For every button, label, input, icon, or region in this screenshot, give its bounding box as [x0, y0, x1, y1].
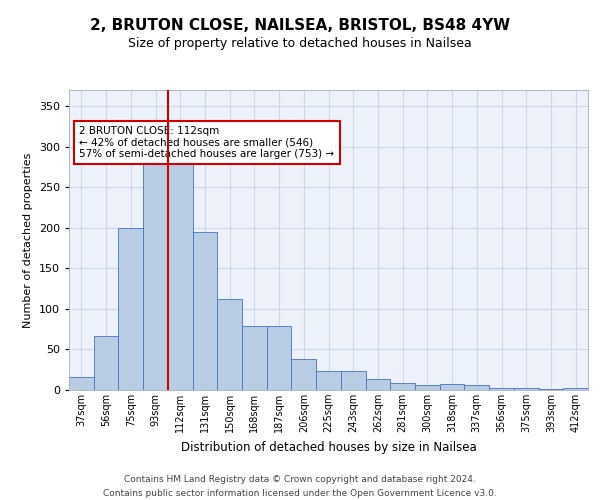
- Bar: [217, 299, 242, 390]
- Bar: [563, 388, 588, 390]
- Bar: [118, 228, 143, 390]
- Bar: [267, 326, 292, 390]
- Bar: [143, 163, 168, 390]
- Bar: [514, 388, 539, 390]
- X-axis label: Distribution of detached houses by size in Nailsea: Distribution of detached houses by size …: [181, 440, 476, 454]
- Bar: [94, 336, 118, 390]
- Bar: [539, 389, 563, 390]
- Text: Contains HM Land Registry data © Crown copyright and database right 2024.
Contai: Contains HM Land Registry data © Crown c…: [103, 476, 497, 498]
- Bar: [168, 163, 193, 390]
- Bar: [193, 232, 217, 390]
- Y-axis label: Number of detached properties: Number of detached properties: [23, 152, 33, 328]
- Text: Size of property relative to detached houses in Nailsea: Size of property relative to detached ho…: [128, 38, 472, 51]
- Text: 2 BRUTON CLOSE: 112sqm
← 42% of detached houses are smaller (546)
57% of semi-de: 2 BRUTON CLOSE: 112sqm ← 42% of detached…: [79, 126, 335, 159]
- Bar: [489, 388, 514, 390]
- Bar: [69, 377, 94, 390]
- Bar: [316, 370, 341, 390]
- Bar: [365, 380, 390, 390]
- Bar: [292, 359, 316, 390]
- Text: 2, BRUTON CLOSE, NAILSEA, BRISTOL, BS48 4YW: 2, BRUTON CLOSE, NAILSEA, BRISTOL, BS48 …: [90, 18, 510, 32]
- Bar: [415, 385, 440, 390]
- Bar: [440, 384, 464, 390]
- Bar: [390, 382, 415, 390]
- Bar: [341, 370, 365, 390]
- Bar: [464, 385, 489, 390]
- Bar: [242, 326, 267, 390]
